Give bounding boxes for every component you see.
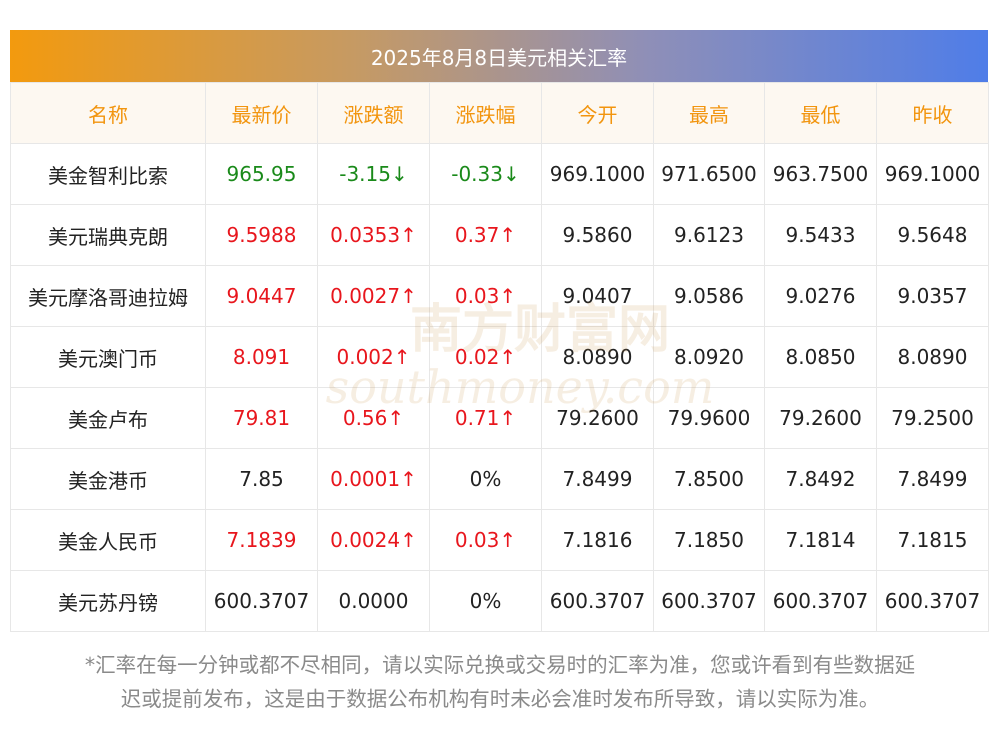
- cell-low: 79.2600: [764, 387, 877, 449]
- header-row: 名称 最新价 涨跌额 涨跌幅 今开 最高 最低 昨收: [10, 82, 989, 144]
- cell-low: 963.7500: [764, 143, 877, 205]
- cell-name: 美金卢布: [10, 387, 206, 449]
- cell-open: 79.2600: [541, 387, 654, 449]
- cell-high: 9.6123: [653, 204, 765, 266]
- cell-latest: 9.0447: [205, 265, 318, 327]
- cell-open: 8.0890: [541, 326, 654, 388]
- cell-prev: 600.3707: [876, 570, 989, 632]
- cell-latest: 7.85: [205, 448, 318, 510]
- cell-open: 969.1000: [541, 143, 654, 205]
- cell-low: 7.8492: [764, 448, 877, 510]
- table-row: 美元摩洛哥迪拉姆 9.0447 0.0027↑ 0.03↑ 9.0407 9.0586 9.…: [10, 265, 989, 327]
- table-row: 美元瑞典克朗 9.5988 0.0353↑ 0.37↑ 9.5860 9.6123 9.54…: [10, 204, 989, 266]
- cell-name: 美金港币: [10, 448, 206, 510]
- cell-change: 0.0353↑: [317, 204, 430, 266]
- table-title: 2025年8月8日美元相关汇率: [10, 30, 988, 82]
- cell-high: 79.9600: [653, 387, 765, 449]
- cell-change: 0.0024↑: [317, 509, 430, 571]
- cell-pct: 0%: [429, 570, 542, 632]
- cell-prev: 79.2500: [876, 387, 989, 449]
- cell-latest: 7.1839: [205, 509, 318, 571]
- cell-high: 9.0586: [653, 265, 765, 327]
- cell-pct: 0.03↑: [429, 509, 542, 571]
- table-row: 美元澳门币 8.091 0.002↑ 0.02↑ 8.0890 8.0920 8.0850 8…: [10, 326, 989, 388]
- note-line-1: *汇率在每一分钟或都不尽相同，请以实际兑换或交易时的汇率为准，您或许看到有些数据…: [84, 653, 916, 677]
- cell-high: 971.6500: [653, 143, 765, 205]
- cell-high: 7.8500: [653, 448, 765, 510]
- header-latest: 最新价: [205, 82, 318, 144]
- header-pct: 涨跌幅: [429, 82, 542, 144]
- cell-prev: 7.8499: [876, 448, 989, 510]
- cell-prev: 7.1815: [876, 509, 989, 571]
- cell-pct: 0%: [429, 448, 542, 510]
- cell-low: 600.3707: [764, 570, 877, 632]
- header-change: 涨跌额: [317, 82, 430, 144]
- header-low: 最低: [764, 82, 877, 144]
- cell-high: 8.0920: [653, 326, 765, 388]
- cell-latest: 600.3707: [205, 570, 318, 632]
- cell-pct: 0.02↑: [429, 326, 542, 388]
- cell-latest: 8.091: [205, 326, 318, 388]
- cell-prev: 9.5648: [876, 204, 989, 266]
- cell-pct: 0.71↑: [429, 387, 542, 449]
- cell-open: 600.3707: [541, 570, 654, 632]
- header-open: 今开: [541, 82, 654, 144]
- cell-low: 9.5433: [764, 204, 877, 266]
- header-name: 名称: [10, 82, 206, 144]
- cell-name: 美元澳门币: [10, 326, 206, 388]
- cell-latest: 79.81: [205, 387, 318, 449]
- rate-table-container: 2025年8月8日美元相关汇率 名称 最新价 涨跌额 涨跌幅 今开 最高 最低 …: [10, 30, 989, 632]
- cell-low: 7.1814: [764, 509, 877, 571]
- cell-name: 美元摩洛哥迪拉姆: [10, 265, 206, 327]
- cell-prev: 8.0890: [876, 326, 989, 388]
- cell-name: 美金智利比索: [10, 143, 206, 205]
- cell-change: 0.002↑: [317, 326, 430, 388]
- cell-pct: 0.03↑: [429, 265, 542, 327]
- table-row: 美元苏丹镑 600.3707 0.0000 0% 600.3707 600.3707 600…: [10, 570, 989, 632]
- cell-prev: 969.1000: [876, 143, 989, 205]
- note-line-2: 迟或提前发布，这是由于数据公布机构有时未必会准时发布所导致，请以实际为准。: [120, 687, 880, 711]
- cell-name: 美元瑞典克朗: [10, 204, 206, 266]
- cell-high: 7.1850: [653, 509, 765, 571]
- cell-change: 0.0027↑: [317, 265, 430, 327]
- cell-low: 8.0850: [764, 326, 877, 388]
- cell-name: 美元苏丹镑: [10, 570, 206, 632]
- cell-pct: -0.33↓: [429, 143, 542, 205]
- header-high: 最高: [653, 82, 765, 144]
- cell-prev: 9.0357: [876, 265, 989, 327]
- exchange-rate-table: 名称 最新价 涨跌额 涨跌幅 今开 最高 最低 昨收 美金智利比索 965.95-…: [10, 82, 989, 632]
- cell-latest: 9.5988: [205, 204, 318, 266]
- cell-open: 9.5860: [541, 204, 654, 266]
- header-prev: 昨收: [876, 82, 989, 144]
- cell-open: 7.1816: [541, 509, 654, 571]
- cell-latest: 965.95: [205, 143, 318, 205]
- cell-name: 美金人民币: [10, 509, 206, 571]
- cell-open: 9.0407: [541, 265, 654, 327]
- cell-pct: 0.37↑: [429, 204, 542, 266]
- table-row: 美金智利比索 965.95 -3.15↓ -0.33↓ 969.1000 971.6500…: [10, 143, 989, 205]
- cell-change: -3.15↓: [317, 143, 430, 205]
- cell-change: 0.56↑: [317, 387, 430, 449]
- cell-low: 9.0276: [764, 265, 877, 327]
- cell-open: 7.8499: [541, 448, 654, 510]
- cell-change: 0.0000: [317, 570, 430, 632]
- table-row: 美金港币 7.85 0.0001↑ 0% 7.8499 7.8500 7.8492 7.849…: [10, 448, 989, 510]
- table-row: 美金卢布 79.81 0.56↑ 0.71↑ 79.2600 79.9600 79.2600…: [10, 387, 989, 449]
- table-row: 美金人民币 7.1839 0.0024↑ 0.03↑ 7.1816 7.1850 7.181…: [10, 509, 989, 571]
- disclaimer-note: *汇率在每一分钟或都不尽相同，请以实际兑换或交易时的汇率为准，您或许看到有些数据…: [12, 648, 988, 716]
- cell-change: 0.0001↑: [317, 448, 430, 510]
- cell-high: 600.3707: [653, 570, 765, 632]
